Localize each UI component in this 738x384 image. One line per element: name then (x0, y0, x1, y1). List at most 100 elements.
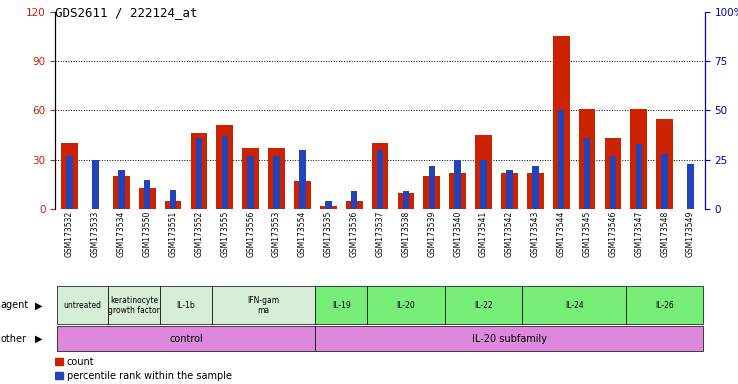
Bar (113, 176, 130, 209)
Text: GSM173538: GSM173538 (401, 210, 410, 257)
Bar (367, 286, 445, 324)
Bar (553, 36, 570, 209)
Text: GSM173551: GSM173551 (168, 210, 178, 257)
Text: percentile rank within the sample: percentile rank within the sample (66, 371, 232, 381)
Bar (196, 138, 202, 209)
Bar (55, 372, 63, 379)
Text: GSM173549: GSM173549 (686, 210, 695, 257)
Text: IL-26: IL-26 (655, 301, 674, 310)
Bar (160, 286, 212, 324)
Bar (475, 135, 492, 209)
Bar (372, 143, 388, 209)
Text: GSM173553: GSM173553 (272, 210, 281, 257)
Bar (377, 150, 383, 209)
Bar (532, 166, 539, 209)
Bar (139, 188, 156, 209)
Text: GSM173533: GSM173533 (91, 210, 100, 257)
Bar (170, 190, 176, 209)
Text: IL-24: IL-24 (565, 301, 584, 310)
Bar (108, 286, 160, 324)
Bar (299, 150, 306, 209)
Text: GSM173536: GSM173536 (350, 210, 359, 257)
Bar (212, 286, 315, 324)
Bar (579, 109, 596, 209)
Text: GSM173543: GSM173543 (531, 210, 539, 257)
Text: GSM173546: GSM173546 (608, 210, 618, 257)
Text: GSM173541: GSM173541 (479, 210, 488, 257)
Bar (604, 138, 621, 209)
Bar (351, 192, 357, 209)
Bar (656, 119, 673, 209)
Bar (630, 109, 647, 209)
Bar (626, 286, 703, 324)
Bar (315, 326, 703, 351)
Text: agent: agent (1, 300, 29, 310)
Bar (527, 173, 544, 209)
Bar (325, 201, 331, 209)
Bar (501, 173, 518, 209)
Bar (66, 156, 73, 209)
Bar (320, 206, 337, 209)
Bar (61, 143, 78, 209)
Bar (424, 176, 441, 209)
Text: GDS2611 / 222124_at: GDS2611 / 222124_at (55, 6, 198, 19)
Bar (221, 136, 228, 209)
Bar (445, 286, 523, 324)
Bar (480, 160, 487, 209)
Bar (216, 125, 233, 209)
Bar (403, 192, 409, 209)
Bar (165, 201, 182, 209)
Bar (687, 164, 694, 209)
Bar (247, 156, 254, 209)
Bar (55, 358, 63, 366)
Bar (455, 160, 461, 209)
Text: GSM173554: GSM173554 (298, 210, 307, 257)
Text: control: control (169, 334, 203, 344)
Bar (429, 166, 435, 209)
Text: GSM173540: GSM173540 (453, 210, 462, 257)
Bar (92, 160, 99, 209)
Bar (635, 144, 642, 209)
Text: GSM173555: GSM173555 (221, 210, 230, 257)
Bar (398, 193, 414, 209)
Text: GSM173535: GSM173535 (324, 210, 333, 257)
Bar (242, 148, 259, 209)
Bar (610, 156, 616, 209)
Text: IL-20: IL-20 (396, 301, 415, 310)
Text: IL-20 subfamily: IL-20 subfamily (472, 334, 547, 344)
Text: GSM173542: GSM173542 (505, 210, 514, 257)
Bar (268, 148, 285, 209)
Text: IFN-gam
ma: IFN-gam ma (247, 296, 280, 315)
Bar (315, 286, 367, 324)
Text: GSM173547: GSM173547 (635, 210, 644, 257)
Text: IL-22: IL-22 (475, 301, 493, 310)
Text: ▶: ▶ (35, 300, 43, 310)
Text: other: other (1, 334, 27, 344)
Text: ▶: ▶ (35, 334, 43, 344)
Bar (558, 111, 565, 209)
Bar (57, 326, 315, 351)
Bar (57, 286, 108, 324)
Bar (144, 180, 151, 209)
Bar (506, 170, 513, 209)
Text: GSM173539: GSM173539 (427, 210, 436, 257)
Bar (449, 173, 466, 209)
Text: GSM173545: GSM173545 (582, 210, 592, 257)
Text: IL-19: IL-19 (332, 301, 351, 310)
Text: untreated: untreated (63, 301, 102, 310)
Text: GSM173532: GSM173532 (65, 210, 74, 257)
Bar (294, 181, 311, 209)
Bar (661, 154, 668, 209)
Text: GSM173544: GSM173544 (556, 210, 566, 257)
Bar (118, 170, 125, 209)
Bar (346, 201, 362, 209)
Bar (523, 286, 626, 324)
Text: GSM173537: GSM173537 (376, 210, 384, 257)
Text: GSM173550: GSM173550 (142, 210, 152, 257)
Text: GSM173556: GSM173556 (246, 210, 255, 257)
Text: GSM173548: GSM173548 (661, 210, 669, 257)
Text: GSM173534: GSM173534 (117, 210, 125, 257)
Text: GSM173552: GSM173552 (194, 210, 204, 257)
Text: IL-1b: IL-1b (176, 301, 196, 310)
Bar (584, 138, 590, 209)
